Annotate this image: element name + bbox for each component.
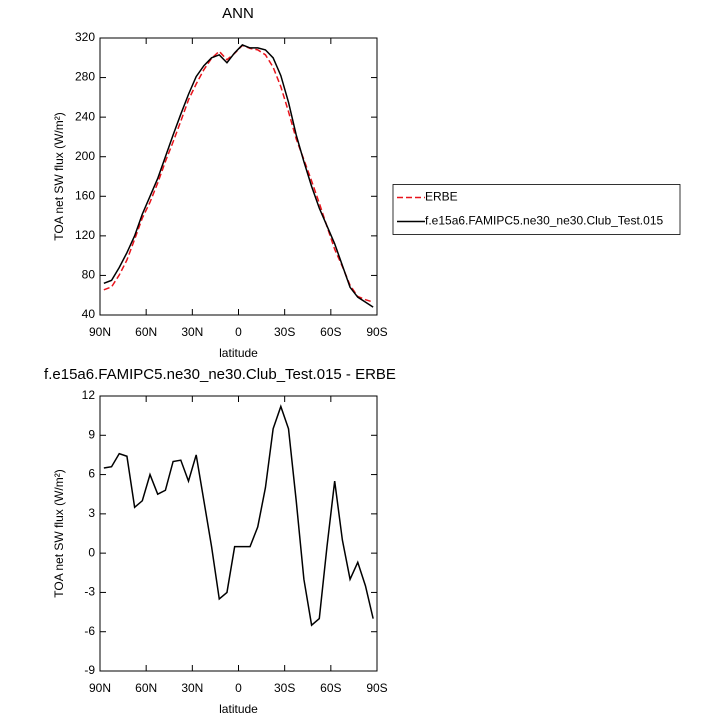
data-line [103,44,374,308]
x-tick-label: 90N [89,681,111,695]
x-axis-label: latitude [219,346,258,360]
data-line [103,404,374,627]
x-tick-label: 60N [135,325,157,339]
x-tick-label: 90N [89,325,111,339]
y-tick-label: 120 [75,228,95,242]
chart-title: f.e15a6.FAMIPC5.ne30_ne30.Club_Test.015 … [44,366,396,383]
legend-box [392,184,681,235]
x-tick-label: 60S [320,325,341,339]
y-tick-label: 240 [75,109,95,123]
y-tick-label: -6 [84,624,95,638]
y-tick-label: 160 [75,188,95,202]
x-tick-label: 30N [181,325,203,339]
y-tick-label: 40 [82,307,96,321]
y-tick-label: 9 [88,427,95,441]
y-tick-label: -9 [84,663,95,677]
x-axis-label: latitude [219,702,258,716]
y-axis-label: TOA net SW flux (W/m²) [52,469,66,597]
x-tick-label: 0 [235,681,242,695]
y-tick-label: 3 [88,506,95,520]
x-tick-label: 0 [235,325,242,339]
x-tick-label: 30N [181,681,203,695]
chart-title: ANN [222,5,254,22]
x-tick-label: 60S [320,681,341,695]
x-tick-label: 60N [135,681,157,695]
legend-label: f.e15a6.FAMIPC5.ne30_ne30.Club_Test.015 [425,214,663,228]
y-tick-label: 80 [82,268,96,282]
data-line [103,44,374,303]
x-tick-label: 30S [274,325,295,339]
y-tick-label: -3 [84,585,95,599]
y-tick-label: 12 [82,388,96,402]
legend-label: ERBE [425,190,458,204]
x-tick-label: 90S [366,325,387,339]
y-tick-label: 280 [75,70,95,84]
y-axis-label: TOA net SW flux (W/m²) [52,112,66,240]
plot-frame [99,395,378,672]
x-tick-label: 30S [274,681,295,695]
x-tick-label: 90S [366,681,387,695]
y-tick-label: 200 [75,149,95,163]
y-tick-label: 0 [88,545,95,559]
y-tick-label: 320 [75,30,95,44]
plot-frame [99,37,378,316]
y-tick-label: 6 [88,467,95,481]
